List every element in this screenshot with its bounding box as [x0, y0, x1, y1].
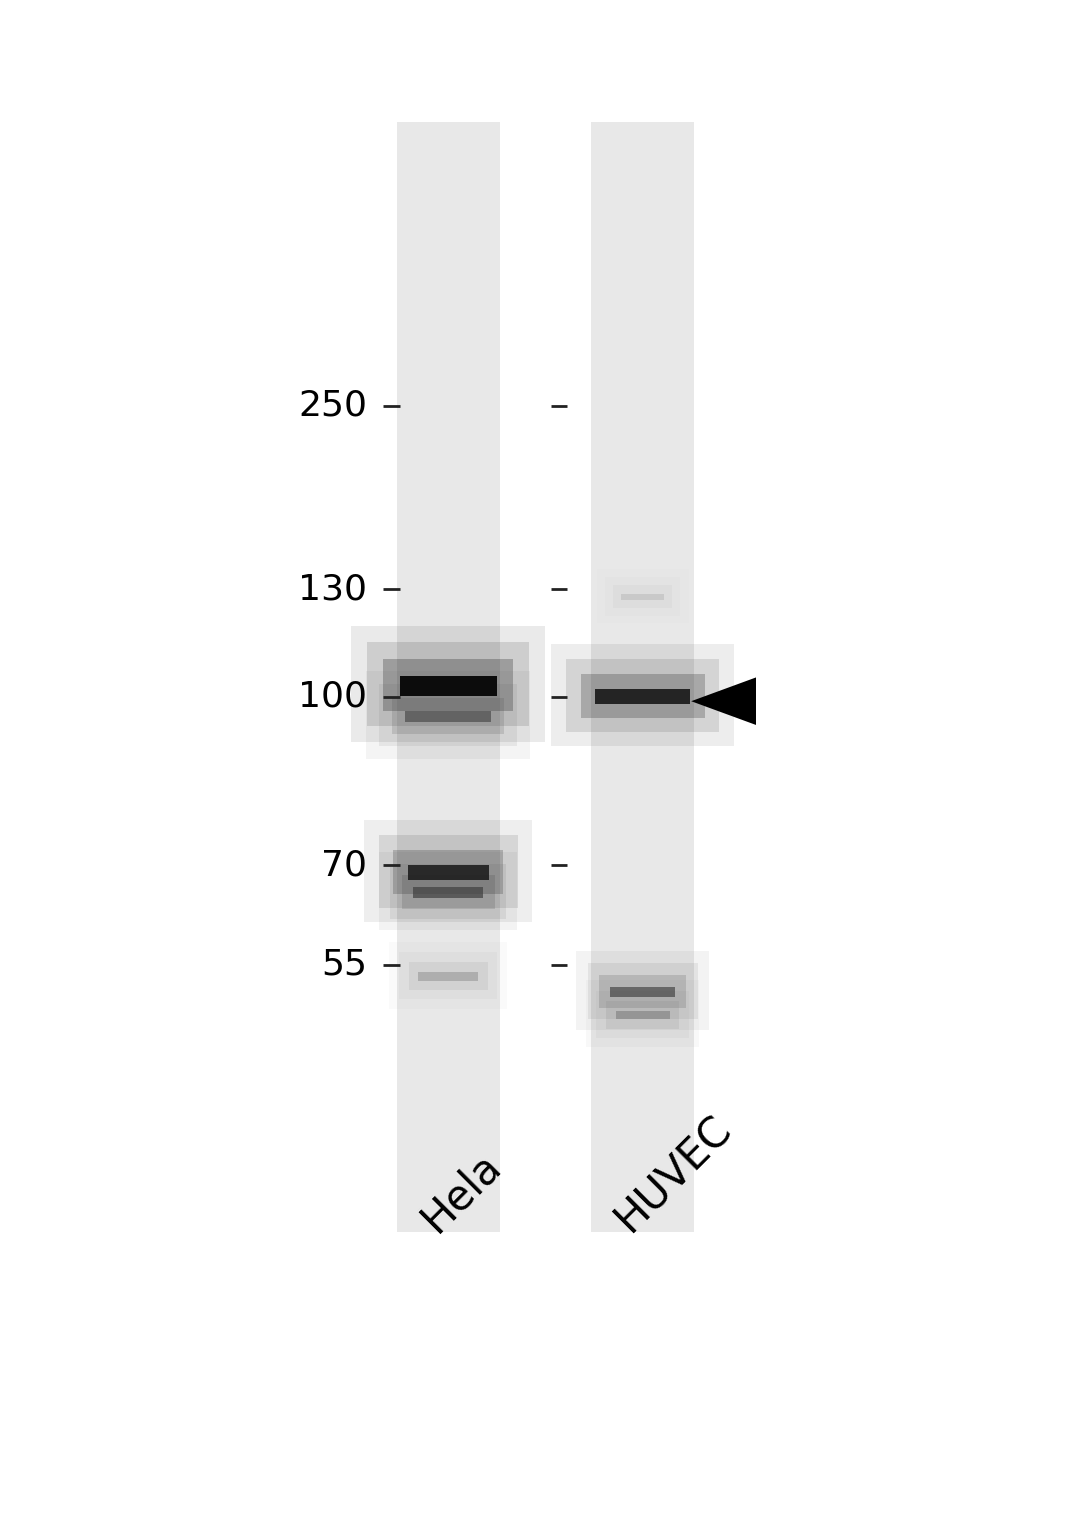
Bar: [405, 710, 491, 723]
Bar: [397, 122, 499, 1232]
Bar: [605, 577, 680, 615]
Bar: [413, 886, 483, 899]
Text: 130: 130: [298, 573, 367, 606]
Bar: [392, 698, 504, 735]
Bar: [598, 975, 687, 1009]
Bar: [577, 951, 708, 1030]
Bar: [596, 991, 689, 1038]
Bar: [399, 952, 497, 1000]
Bar: [610, 986, 675, 998]
Text: 70: 70: [321, 848, 367, 882]
Bar: [616, 1010, 670, 1020]
Text: HUVEC: HUVEC: [608, 1107, 741, 1240]
Text: 100: 100: [298, 680, 367, 713]
Bar: [408, 963, 487, 991]
Bar: [566, 658, 719, 732]
Bar: [364, 819, 532, 922]
Bar: [383, 660, 513, 710]
Bar: [597, 568, 689, 623]
Bar: [551, 643, 733, 746]
Bar: [595, 689, 690, 704]
Bar: [351, 626, 545, 741]
Bar: [408, 865, 488, 880]
Bar: [393, 850, 503, 894]
Text: 55: 55: [321, 948, 367, 981]
Bar: [613, 585, 672, 608]
Polygon shape: [691, 677, 756, 726]
Text: 250: 250: [298, 389, 367, 423]
Bar: [588, 963, 698, 1020]
Text: Hela: Hela: [414, 1144, 510, 1240]
Bar: [621, 594, 664, 600]
Bar: [586, 980, 699, 1047]
Bar: [366, 671, 530, 759]
Bar: [367, 643, 529, 726]
Bar: [606, 1001, 679, 1029]
Bar: [402, 876, 495, 909]
Bar: [418, 972, 477, 981]
Bar: [379, 851, 517, 931]
Bar: [400, 677, 497, 695]
Bar: [581, 674, 705, 718]
Bar: [389, 942, 507, 1009]
Bar: [379, 834, 518, 908]
Bar: [390, 863, 505, 920]
Bar: [379, 684, 517, 747]
Bar: [592, 122, 693, 1232]
